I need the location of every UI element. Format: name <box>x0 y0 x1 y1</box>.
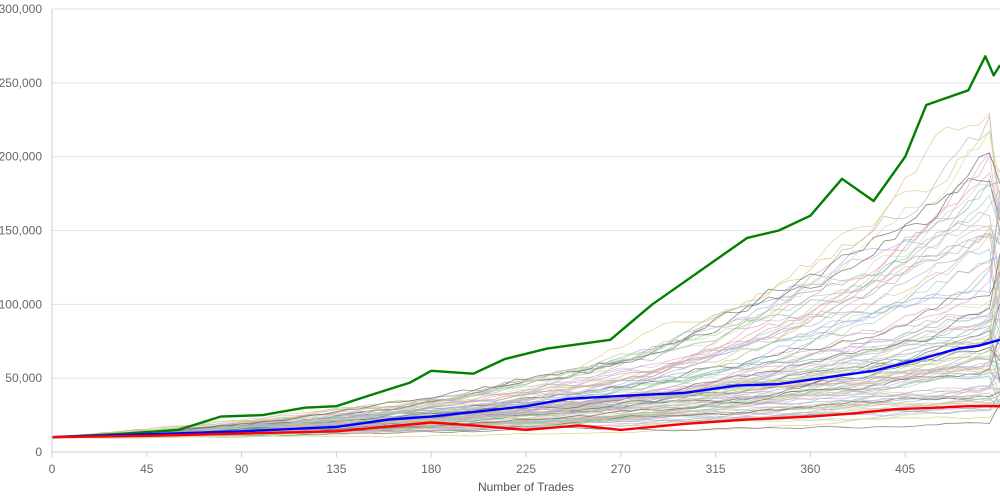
y-tick-label: 100,000 <box>0 297 42 311</box>
background-path-line <box>51 386 1000 439</box>
x-tick-label: 225 <box>516 462 536 476</box>
best-path-line <box>51 55 1000 439</box>
background-path-line <box>51 155 1000 438</box>
background-path-line <box>51 112 1000 438</box>
x-tick-label: 180 <box>421 462 441 476</box>
y-tick-label: 250,000 <box>0 76 42 90</box>
y-tick-label: 0 <box>35 445 42 459</box>
x-axis-title: Number of Trades <box>478 480 574 494</box>
axis-layer: 0 50,000 100,000 150,000 200,000 250,000 300,0… <box>0 2 1000 476</box>
y-tick-label: 200,000 <box>0 150 42 164</box>
grid-layer <box>52 8 1000 453</box>
x-tick-label: 270 <box>611 462 631 476</box>
y-tick-label: 50,000 <box>5 371 42 385</box>
background-path-line <box>51 152 1000 438</box>
highlight-series-layer <box>51 55 1000 439</box>
background-paths-layer <box>51 112 1000 439</box>
x-tick-label: 90 <box>235 462 249 476</box>
background-path-line <box>51 224 1000 438</box>
background-path-line <box>51 129 1000 438</box>
background-path-line <box>51 184 1000 438</box>
y-tick-label: 300,000 <box>0 2 42 16</box>
worst-path-line <box>51 405 1000 439</box>
y-tick-label: 150,000 <box>0 224 42 238</box>
median-path-line <box>51 338 1000 439</box>
x-tick-label: 315 <box>706 462 726 476</box>
background-path-line <box>51 257 1000 438</box>
x-tick-label: 405 <box>895 462 915 476</box>
x-tick-label: 45 <box>140 462 154 476</box>
x-tick-label: 360 <box>800 462 820 476</box>
x-tick-label: 0 <box>49 462 56 476</box>
x-tick-label: 135 <box>326 462 346 476</box>
